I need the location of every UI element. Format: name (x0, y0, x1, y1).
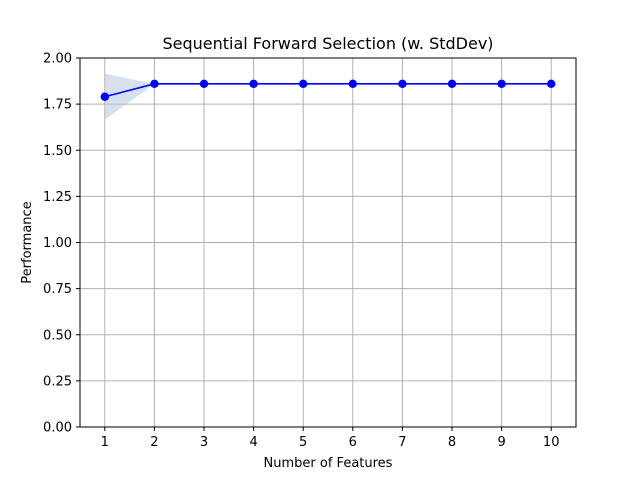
y-tick-label: 1.25 (43, 190, 72, 205)
data-point (100, 92, 110, 101)
x-tick-label: 7 (398, 435, 406, 450)
series-layer (100, 79, 556, 101)
data-point (398, 79, 407, 89)
chart-title: Sequential Forward Selection (w. StdDev) (162, 34, 493, 53)
x-tick-label: 8 (448, 435, 456, 450)
x-tick-label: 3 (200, 435, 208, 450)
data-point (447, 79, 457, 89)
x-tick-label: 6 (349, 435, 357, 450)
y-tick-label: 0.50 (43, 328, 72, 343)
data-point (150, 79, 159, 89)
series-line (104, 83, 552, 98)
tick-layer: 1 2 3 4 5 6 7 8 9 10 0.00 0.25 0.50 0.75 1.00 1.25 1.50 1… (43, 52, 559, 451)
y-tick-label: 0.25 (43, 374, 72, 389)
y-tick-label: 0.75 (43, 282, 72, 297)
x-tick-label: 5 (299, 435, 307, 450)
x-tick-label: 1 (101, 435, 109, 450)
data-point (199, 79, 209, 89)
data-point (547, 79, 556, 89)
y-tick-label: 0.00 (43, 421, 72, 436)
y-axis-label: Performance (20, 201, 35, 283)
x-tick-label: 10 (543, 435, 560, 450)
x-tick-label: 4 (249, 435, 257, 450)
data-point (497, 79, 506, 89)
y-tick-label: 1.75 (43, 98, 72, 113)
data-point (249, 79, 258, 89)
data-point (348, 79, 357, 89)
y-tick-label: 1.50 (43, 144, 72, 159)
x-tick-label: 2 (150, 435, 158, 450)
data-point (299, 79, 308, 89)
x-axis-label: Number of Features (264, 456, 393, 471)
y-tick-label: 1.00 (43, 236, 72, 251)
y-tick-label: 2.00 (43, 52, 72, 67)
x-tick-label: 9 (497, 435, 505, 450)
